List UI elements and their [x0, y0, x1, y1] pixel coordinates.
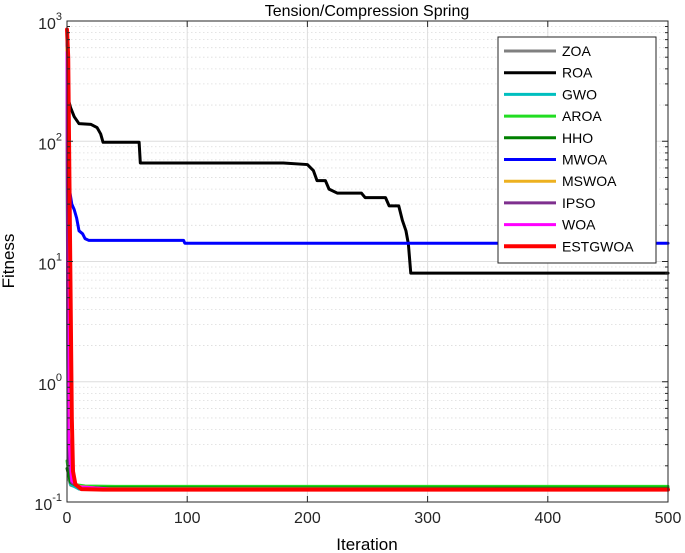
x-axis-title: Iteration: [336, 535, 397, 553]
x-tick-label: 400: [534, 510, 561, 527]
y-tick-label-base: 10: [38, 16, 56, 33]
axis-ticks: [66, 20, 669, 503]
x-tick-label: 100: [174, 510, 201, 527]
series-line-roa: [65, 67, 670, 275]
legend-label-zoa: ZOA: [562, 43, 591, 59]
y-tick-label-exponent: 2: [56, 131, 62, 143]
y-tick-label-base: 10: [38, 257, 56, 274]
y-tick-label-base: 10: [38, 136, 56, 153]
y-tick-label-exponent: 1: [56, 252, 62, 264]
y-tick-label: 10-1: [34, 492, 62, 514]
legend: ZOA ROA GWO AROA HHO MWOA MSWOA IPSO WOA ESTGWOA: [497, 36, 657, 264]
legend-label-ipso: IPSO: [562, 195, 596, 211]
y-tick-label: 102: [38, 131, 62, 153]
x-tick-label: 300: [414, 510, 441, 527]
x-tick-label: 200: [294, 510, 321, 527]
legend-label-roa: ROA: [562, 65, 593, 81]
y-tick-label-exponent: -1: [52, 492, 62, 504]
y-tick-label-base: 10: [38, 377, 56, 394]
y-tick-label-exponent: 0: [56, 372, 62, 384]
legend-label-woa: WOA: [562, 217, 596, 233]
x-tick-label: 500: [655, 510, 682, 527]
series-lines: [65, 27, 670, 492]
y-tick-label-base: 10: [34, 497, 52, 514]
legend-label-estgwoa: ESTGWOA: [562, 238, 634, 254]
legend-label-aroa: AROA: [562, 108, 602, 124]
legend-label-mswoa: MSWOA: [562, 173, 617, 189]
y-axis-title: Fitness: [0, 234, 18, 289]
legend-label-gwo: GWO: [562, 86, 597, 102]
y-tick-label: 100: [38, 372, 62, 394]
legend-label-mwoa: MWOA: [562, 152, 608, 168]
y-tick-label: 101: [38, 252, 62, 274]
y-tick-label: 103: [38, 11, 62, 33]
legend-label-hho: HHO: [562, 130, 593, 146]
x-tick-label: 0: [63, 510, 72, 527]
y-tick-label-exponent: 3: [56, 11, 62, 23]
series-line-estgwoa: [65, 27, 670, 492]
chart-title: Tension/Compression Spring: [265, 3, 470, 20]
